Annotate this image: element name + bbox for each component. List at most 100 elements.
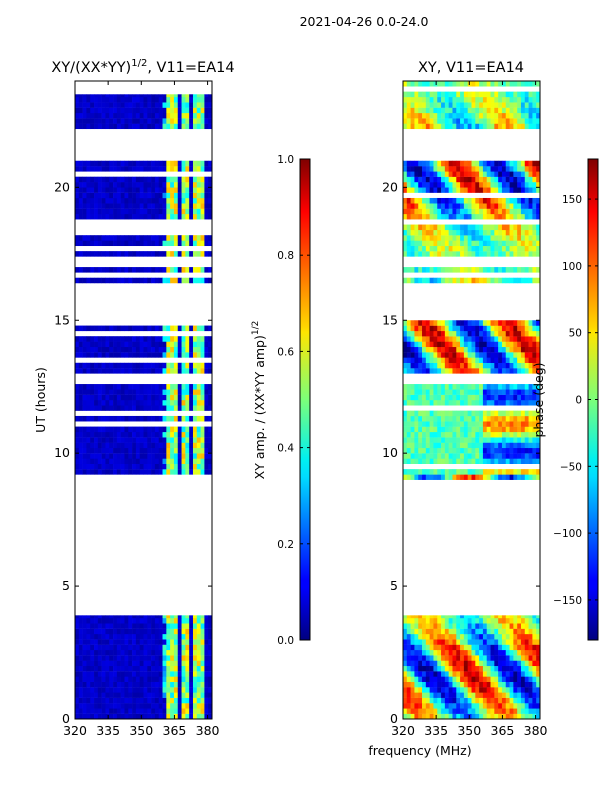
- heatmap-cell: [124, 362, 129, 369]
- heatmap-cell: [437, 352, 442, 358]
- heatmap-cell: [166, 94, 171, 98]
- heatmap-cell: [406, 160, 411, 167]
- heatmap-cell: [490, 687, 495, 693]
- heatmap-cell: [422, 469, 427, 475]
- heatmap-cell: [524, 320, 529, 326]
- heatmap-cell: [128, 644, 133, 651]
- heatmap-cell: [170, 639, 175, 645]
- heatmap-cell: [113, 208, 118, 215]
- heatmap-cell: [479, 458, 484, 464]
- heatmap-cell: [410, 453, 415, 459]
- heatmap-cell: [97, 192, 102, 199]
- heatmap-cell: [486, 458, 491, 464]
- heatmap-cell: [75, 671, 80, 677]
- heatmap-cell: [158, 708, 163, 714]
- heatmap-cell: [151, 447, 156, 454]
- heatmap-cell: [124, 463, 129, 470]
- heatmap-cell: [139, 197, 144, 204]
- heatmap-cell: [501, 453, 507, 459]
- heatmap-cell: [482, 320, 488, 326]
- heatmap-cell: [471, 708, 476, 714]
- heatmap-cell: [513, 447, 518, 454]
- heatmap-cell: [158, 671, 163, 677]
- heatmap-cell: [177, 660, 182, 667]
- heatmap-cell: [444, 655, 449, 661]
- heatmap-cell: [116, 123, 121, 130]
- heatmap-cell: [498, 453, 503, 459]
- heatmap-cell: [139, 112, 144, 119]
- heatmap-cell: [173, 203, 179, 209]
- heatmap-cell: [154, 692, 160, 698]
- heatmap-cell: [520, 336, 526, 342]
- heatmap-cell: [517, 267, 522, 273]
- heatmap-cell: [109, 623, 114, 629]
- heatmap-cell: [448, 687, 453, 693]
- heatmap-cell: [532, 692, 537, 698]
- heatmap-cell: [147, 240, 152, 247]
- heatmap-cell: [158, 277, 163, 284]
- heatmap-cell: [97, 94, 102, 98]
- heatmap-cell: [448, 665, 453, 672]
- heatmap-cell: [463, 676, 468, 682]
- heatmap-cell: [204, 187, 209, 193]
- heatmap-cell: [162, 123, 167, 130]
- heatmap-cell: [513, 213, 518, 220]
- heatmap-cell: [425, 203, 430, 209]
- heatmap-cell: [189, 649, 194, 656]
- heatmap-cell: [524, 112, 529, 119]
- heatmap-cell: [192, 96, 198, 103]
- heatmap-cell: [162, 368, 167, 374]
- heatmap-cell: [200, 187, 205, 193]
- heatmap-cell: [418, 442, 423, 449]
- heatmap-cell: [471, 400, 476, 406]
- heatmap-cell: [486, 235, 491, 241]
- heatmap-cell: [189, 469, 194, 475]
- heatmap-cell: [128, 107, 133, 114]
- heatmap-cell: [173, 112, 179, 119]
- heatmap-cell: [101, 336, 106, 342]
- heatmap-cell: [422, 203, 427, 209]
- heatmap-cell: [437, 166, 442, 172]
- heatmap-cell: [414, 245, 419, 252]
- heatmap-cell: [403, 615, 408, 619]
- heatmap-cell: [528, 394, 533, 401]
- heatmap-cell: [128, 368, 133, 374]
- heatmap-cell: [422, 251, 427, 257]
- heatmap-cell: [181, 469, 186, 475]
- heatmap-cell: [170, 384, 175, 390]
- heatmap-cell: [536, 187, 540, 193]
- heatmap-cell: [444, 426, 449, 433]
- heatmap-cell: [97, 182, 102, 188]
- heatmap-cell: [94, 697, 99, 704]
- heatmap-cell: [509, 213, 514, 220]
- heatmap-cell: [162, 277, 167, 284]
- heatmap-cell: [422, 267, 427, 273]
- heatmap-cell: [185, 655, 190, 661]
- heatmap-cell: [406, 91, 411, 98]
- heatmap-cell: [128, 102, 133, 108]
- heatmap-cell: [517, 665, 522, 672]
- heatmap-cell: [498, 368, 503, 374]
- heatmap-cell: [467, 437, 472, 443]
- heatmap-cell: [490, 649, 495, 656]
- heatmap-cell: [200, 655, 205, 661]
- heatmap-cell: [448, 644, 453, 651]
- heatmap-cell: [403, 703, 408, 709]
- heatmap-cell: [94, 187, 99, 193]
- heatmap-cell: [403, 415, 408, 422]
- heatmap-cell: [498, 346, 503, 353]
- heatmap-cell: [425, 426, 430, 433]
- heatmap-cell: [120, 389, 125, 395]
- heatmap-cell: [143, 458, 148, 464]
- heatmap-cell: [403, 102, 408, 108]
- heatmap-cell: [124, 405, 129, 411]
- heatmap-cell: [441, 362, 446, 369]
- heatmap-cell: [143, 346, 148, 353]
- heatmap-cell: [120, 681, 125, 688]
- heatmap-cell: [143, 251, 148, 257]
- heatmap-cell: [151, 102, 156, 108]
- heatmap-cell: [452, 171, 457, 177]
- heatmap-cell: [479, 96, 484, 103]
- heatmap-cell: [406, 96, 411, 103]
- heatmap-cell: [444, 96, 449, 103]
